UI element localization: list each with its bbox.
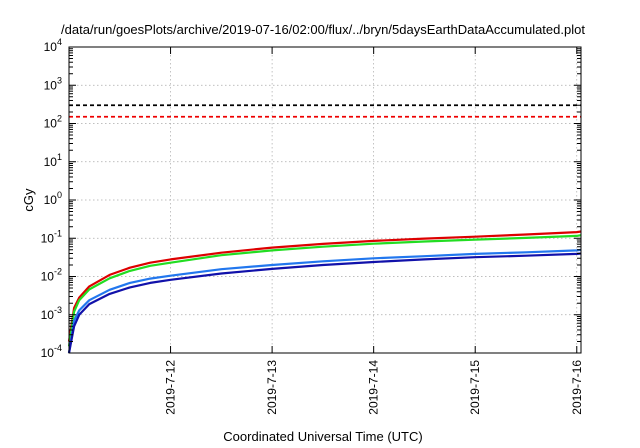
y-tick-label: 10-3 xyxy=(41,305,62,322)
threshold-lines xyxy=(69,104,581,118)
y-tick-exponent: 1 xyxy=(57,152,62,162)
y-tick-label: 100 xyxy=(44,190,62,207)
x-tick-label: 2019-7-14 xyxy=(367,360,381,415)
y-tick-exponent: -3 xyxy=(54,305,62,315)
y-tick-exponent: -2 xyxy=(54,267,62,277)
y-tick-exponent: 0 xyxy=(57,190,62,200)
y-tick-label: 103 xyxy=(44,75,62,92)
y-tick-label: 10-4 xyxy=(41,343,62,360)
y-tick-base: 10 xyxy=(44,78,58,92)
series-line xyxy=(67,248,582,354)
x-tick-label: 2019-7-13 xyxy=(265,360,279,415)
y-tick-exponent: 3 xyxy=(57,75,62,85)
x-tick-label: 2019-7-16 xyxy=(570,360,584,415)
series-line xyxy=(67,252,582,354)
y-axis-label: cGy xyxy=(21,188,36,212)
y-tick-label: 10-2 xyxy=(41,267,62,284)
chart-title: /data/run/goesPlots/archive/2019-07-16/0… xyxy=(61,22,585,37)
y-tick-base: 10 xyxy=(41,270,55,284)
y-tick-base: 10 xyxy=(41,346,55,360)
y-tick-label: 102 xyxy=(44,114,62,131)
y-tick-base: 10 xyxy=(44,40,58,54)
series-line xyxy=(67,234,582,347)
y-tick-base: 10 xyxy=(44,117,58,131)
y-tick-base: 10 xyxy=(41,308,55,322)
y-tick-exponent: 4 xyxy=(57,37,62,47)
y-tick-exponent: 2 xyxy=(57,114,62,124)
y-tick-label: 101 xyxy=(44,152,62,169)
y-tick-label: 104 xyxy=(44,37,62,54)
x-axis-ticks: 2019-7-12 2019-7-13 2019-7-14 2019-7-15 2019… xyxy=(164,47,584,415)
y-tick-base: 10 xyxy=(44,155,58,169)
x-axis-label: Coordinated Universal Time (UTC) xyxy=(223,429,422,444)
y-tick-base: 10 xyxy=(41,231,55,245)
series-line xyxy=(67,230,582,342)
y-tick-exponent: -1 xyxy=(54,228,62,238)
grid xyxy=(69,47,581,353)
x-tick-label: 2019-7-15 xyxy=(468,360,482,415)
y-tick-exponent: -4 xyxy=(54,343,62,353)
y-tick-label: 10-1 xyxy=(41,228,62,245)
x-tick-label: 2019-7-12 xyxy=(164,360,178,415)
y-tick-base: 10 xyxy=(44,193,58,207)
series-lines xyxy=(67,230,582,354)
